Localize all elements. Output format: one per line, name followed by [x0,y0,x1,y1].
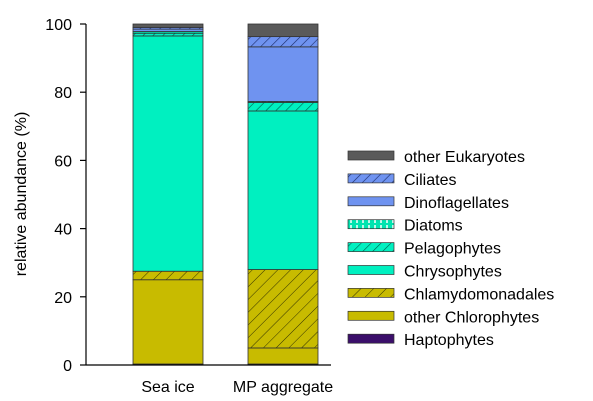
y-ticks: 0 20 40 60 80 100 [45,17,86,375]
y-tick-label: 0 [63,358,72,375]
bar-segment-pelagophytes [247,102,319,112]
x-ticks: Sea ice MP aggregate [141,379,333,396]
y-tick-label: 100 [45,17,72,34]
x-tick-label: MP aggregate [233,379,333,396]
legend-item-diatoms: Diatoms [347,218,463,235]
legend-item-chlamydomonadales: Chlamydomonadales [347,286,554,303]
legend-swatch [347,242,395,252]
y-axis-title: relative abundance (%) [13,112,30,277]
bar-segment-chrysophytes [247,110,319,270]
legend-item-chrysophytes: Chrysophytes [347,264,502,281]
legend-swatch [347,173,395,184]
plot-area: 0 20 40 60 80 100 Sea ice MP aggregate [45,17,333,396]
bar-segment-other-chlorophytes [132,279,204,365]
legend-swatch [347,310,395,321]
legend-item-pelagophytes: Pelagophytes [347,241,501,258]
x-tick-label: Sea ice [141,379,194,396]
legend-label: Pelagophytes [404,241,501,258]
y-tick-label: 20 [54,290,72,307]
bar-sea-ice [132,23,204,366]
bar-segment-chlamydomonadales [132,270,204,281]
bar-segment-other-eukaryotes [132,23,204,28]
bar-segment-other-chlorophytes [247,347,319,365]
legend-label: Chlamydomonadales [404,286,554,303]
legend-swatch [347,333,395,344]
legend-label: Dinoflagellates [404,195,509,212]
legend-label: Chrysophytes [404,264,502,281]
bar-segment-ciliates [247,36,319,48]
bar-segment-pelagophytes [132,32,204,37]
y-tick-label: 80 [54,85,72,102]
legend-swatch [347,196,395,207]
bar-segment-dinoflagellates [247,46,319,102]
legend-swatch [347,288,395,298]
bars [132,23,319,366]
legend-swatch [347,265,395,275]
legend-item-other-chlorophytes: other Chlorophytes [347,309,539,326]
legend-label: Ciliates [404,172,456,189]
legend-item-ciliates: Ciliates [347,172,456,189]
y-tick-label: 60 [54,153,72,170]
legend-label: other Chlorophytes [404,309,539,326]
y-tick-label: 40 [54,222,72,239]
legend-item-dinoflagellates: Dinoflagellates [347,195,509,212]
bar-segment-other-eukaryotes [247,23,319,38]
legend-label: Diatoms [404,218,463,235]
legend-item-haptophytes: Haptophytes [347,332,494,349]
bar-segment-chrysophytes [132,35,204,272]
legend: other Eukaryotes Ciliates Dinoflagellates D… [347,149,554,349]
bar-segment-chlamydomonadales [247,269,319,349]
legend-swatch [347,150,395,161]
legend-swatch [347,219,395,230]
legend-label: Haptophytes [404,332,494,349]
legend-label: other Eukaryotes [404,149,525,166]
bar-mp-aggregate [247,23,319,366]
legend-item-other-eukaryotes: other Eukaryotes [347,149,525,166]
